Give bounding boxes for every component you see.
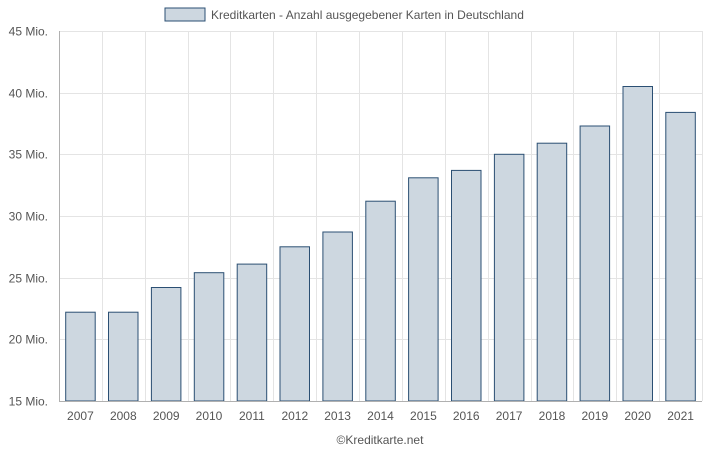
bar bbox=[322, 231, 353, 402]
x-tick-label: 2012 bbox=[281, 409, 308, 423]
x-tick-label: 2020 bbox=[624, 409, 651, 423]
x-tick-label: 2007 bbox=[67, 409, 94, 423]
x-tick-label: 2013 bbox=[324, 409, 351, 423]
x-tick-label: 2015 bbox=[410, 409, 437, 423]
x-tick-label: 2014 bbox=[367, 409, 394, 423]
y-tick-label: 35 Mio. bbox=[9, 148, 48, 162]
bar bbox=[579, 125, 611, 402]
x-tick-label: 2016 bbox=[453, 409, 480, 423]
bar bbox=[279, 246, 310, 402]
legend-label[interactable]: Kreditkarten - Anzahl ausgegebener Karte… bbox=[211, 8, 524, 22]
legend-swatch[interactable] bbox=[164, 7, 206, 22]
y-tick-label: 15 Mio. bbox=[9, 395, 48, 409]
y-tick-label: 25 Mio. bbox=[9, 272, 48, 286]
y-tick-label: 45 Mio. bbox=[9, 25, 48, 39]
bar bbox=[622, 86, 653, 402]
y-tick-label: 40 Mio. bbox=[9, 87, 48, 101]
bar bbox=[150, 287, 182, 402]
bar bbox=[493, 153, 525, 402]
bar bbox=[65, 311, 96, 402]
grid-lines bbox=[59, 31, 703, 402]
x-tick-label: 2019 bbox=[581, 409, 608, 423]
x-tick-label: 2018 bbox=[539, 409, 566, 423]
y-tick-label: 30 Mio. bbox=[9, 210, 48, 224]
bars bbox=[65, 86, 696, 402]
x-tick-label: 2008 bbox=[110, 409, 137, 423]
bar bbox=[365, 200, 396, 402]
x-axis-ticks: 2007 2008 2009 2010 2011 2012 2013 2014 2015 2016… bbox=[67, 409, 694, 423]
bar bbox=[665, 111, 696, 402]
bar bbox=[408, 177, 439, 402]
credit-text: ©Kreditkarte.net bbox=[337, 433, 425, 447]
bar bbox=[108, 311, 139, 402]
legend[interactable]: Kreditkarten - Anzahl ausgegebener Karte… bbox=[164, 7, 524, 22]
bar bbox=[536, 142, 568, 402]
x-tick-label: 2021 bbox=[667, 409, 694, 423]
x-tick-label: 2009 bbox=[153, 409, 180, 423]
x-tick-label: 2010 bbox=[196, 409, 223, 423]
bar bbox=[236, 263, 268, 402]
y-axis-ticks: 15 Mio. 20 Mio. 25 Mio. 30 Mio. 35 Mio. 40 Mi… bbox=[9, 25, 48, 409]
x-tick-label: 2011 bbox=[239, 409, 265, 423]
bar bbox=[451, 169, 482, 402]
bar bbox=[193, 272, 225, 402]
x-tick-label: 2017 bbox=[496, 409, 523, 423]
y-tick-label: 20 Mio. bbox=[9, 333, 48, 347]
